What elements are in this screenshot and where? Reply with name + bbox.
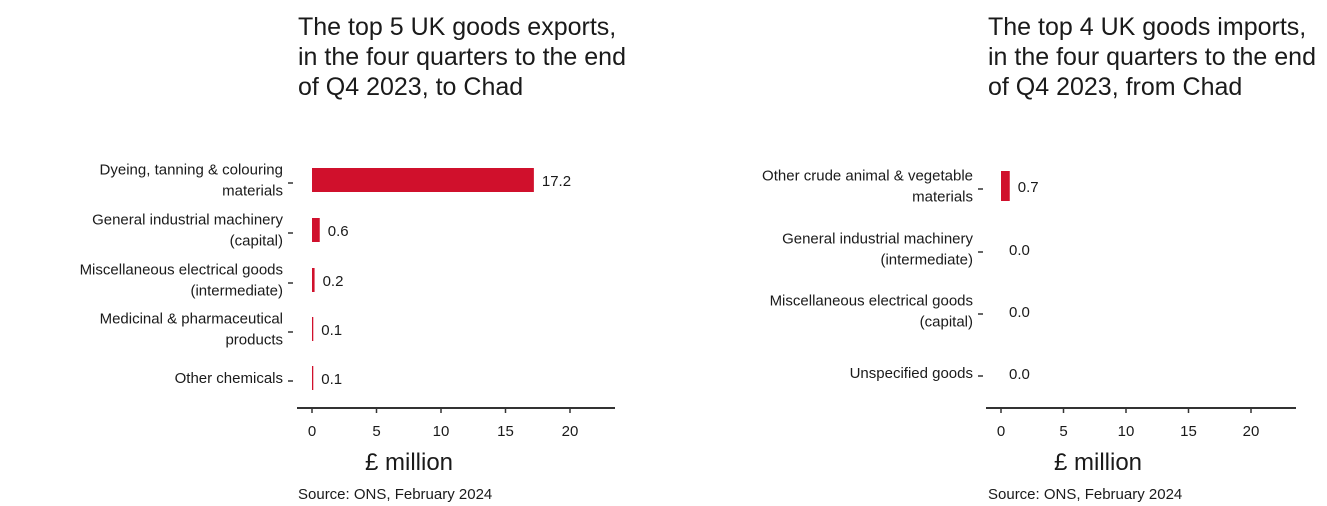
exports-x-tick-label: 15 — [497, 423, 514, 440]
exports-category-label: Medicinal & pharmaceutical products — [100, 311, 283, 349]
imports-x-tick-label: 5 — [1059, 423, 1067, 440]
exports-value-label: 0.2 — [323, 273, 344, 290]
imports-value-label: 0.0 — [1009, 366, 1030, 383]
exports-x-tick-label: 5 — [372, 423, 380, 440]
exports-source-note: Source: ONS, February 2024 — [298, 486, 493, 503]
exports-chart: Dyeing, tanning & colouring materials 17.2… — [80, 162, 615, 476]
exports-category-label: Miscellaneous electrical goods (intermedi… — [80, 262, 283, 300]
exports-value-label: 0.1 — [321, 322, 342, 339]
exports-bar — [312, 366, 314, 390]
exports-bar — [312, 317, 314, 341]
imports-x-tick-label: 10 — [1118, 423, 1135, 440]
exports-bar — [312, 218, 320, 242]
imports-category-label: Other crude animal & vegetable materials — [762, 168, 973, 206]
imports-value-label: 0.0 — [1009, 242, 1030, 259]
exports-x-tick-label: 10 — [433, 423, 450, 440]
imports-chart-panel: Other crude animal & vegetable materials 0… — [660, 0, 1327, 506]
imports-bar — [1001, 171, 1010, 201]
exports-x-tick-label: 0 — [308, 423, 316, 440]
imports-x-tick-label: 20 — [1243, 423, 1260, 440]
exports-value-label: 17.2 — [542, 173, 571, 190]
imports-x-tick-label: 15 — [1180, 423, 1197, 440]
exports-value-label: 0.1 — [321, 371, 342, 388]
imports-chart: Other crude animal & vegetable materials 0… — [762, 168, 1296, 476]
imports-source-note: Source: ONS, February 2024 — [988, 486, 1183, 503]
imports-category-label: General industrial machinery (intermediat… — [782, 231, 973, 269]
imports-value-label: 0.0 — [1009, 304, 1030, 321]
imports-chart-title: The top 4 UK goods imports, in the four … — [988, 13, 1316, 101]
exports-bar — [312, 268, 315, 292]
imports-x-axis-title: £ million — [1054, 449, 1142, 476]
imports-category-label: Unspecified goods — [850, 365, 973, 382]
imports-x-tick-label: 0 — [997, 423, 1005, 440]
exports-x-tick-label: 20 — [562, 423, 579, 440]
imports-category-label: Miscellaneous electrical goods (capital) — [770, 293, 973, 331]
imports-value-label: 0.7 — [1018, 179, 1039, 196]
exports-chart-title: The top 5 UK goods exports, in the four … — [298, 13, 626, 101]
exports-chart-panel: Dyeing, tanning & colouring materials 17.2… — [0, 0, 660, 506]
exports-value-label: 0.6 — [328, 223, 349, 240]
exports-bar — [312, 168, 534, 192]
exports-category-label: General industrial machinery (capital) — [92, 212, 283, 250]
exports-category-label: Dyeing, tanning & colouring materials — [100, 162, 283, 200]
exports-x-axis-title: £ million — [365, 449, 453, 476]
exports-category-label: Other chemicals — [175, 370, 283, 387]
